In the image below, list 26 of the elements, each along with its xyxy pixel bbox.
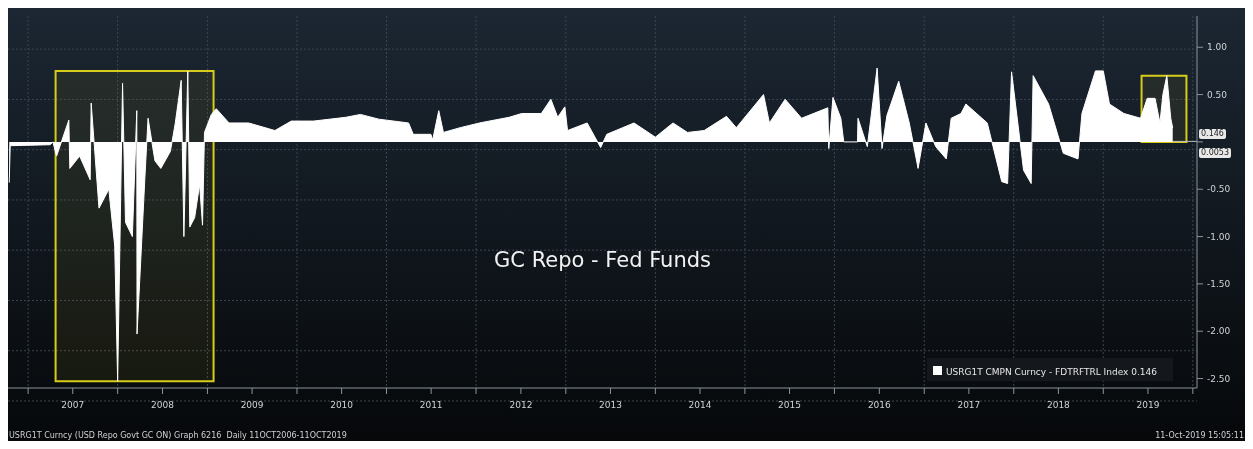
y-tick-label: -1.00	[1207, 231, 1231, 242]
x-tick-label: 2010	[330, 400, 354, 410]
x-tick-label: 2012	[509, 400, 533, 410]
y-tick-label: -0.50	[1207, 184, 1231, 195]
x-tick-label: 2016	[867, 400, 892, 410]
y-tick-label: 1.00	[1207, 42, 1228, 53]
x-tick-label: 2007	[61, 400, 85, 410]
x-tick-label: 2009	[240, 400, 264, 410]
text: USRG1T Curncy (USD Repo Govt GC ON) Graph 6216 Daily 11OCT2006-11OCT2019	[9, 431, 347, 440]
x-tick-label: 2017	[957, 400, 981, 410]
legend-label: USRG1T CMPN Curncy - FDTRFTRL Index 0.146	[945, 367, 1157, 377]
text: 0.146	[1199, 129, 1226, 139]
x-tick-label: 2011	[419, 400, 443, 410]
y-tick-label: -2.50	[1207, 373, 1231, 384]
x-tick-label: 2018	[1046, 400, 1071, 410]
y-tick-label: -2.00	[1207, 326, 1231, 337]
x-tick-label: 2014	[688, 400, 712, 410]
text: 11-Oct-2019 15:05:11	[1155, 431, 1244, 440]
text: GC Repo - Fed Funds	[493, 248, 712, 273]
y-tick-label: -1.50	[1207, 278, 1231, 289]
x-tick-label: 2019	[1136, 400, 1160, 410]
x-tick-label: 2015	[778, 400, 801, 410]
x-tick-label: 2008	[151, 400, 175, 410]
x-tick-label: 2013	[599, 400, 622, 410]
y-tick-label: 0.50	[1207, 89, 1228, 100]
ref-line-label: 0.0053	[1199, 148, 1231, 159]
